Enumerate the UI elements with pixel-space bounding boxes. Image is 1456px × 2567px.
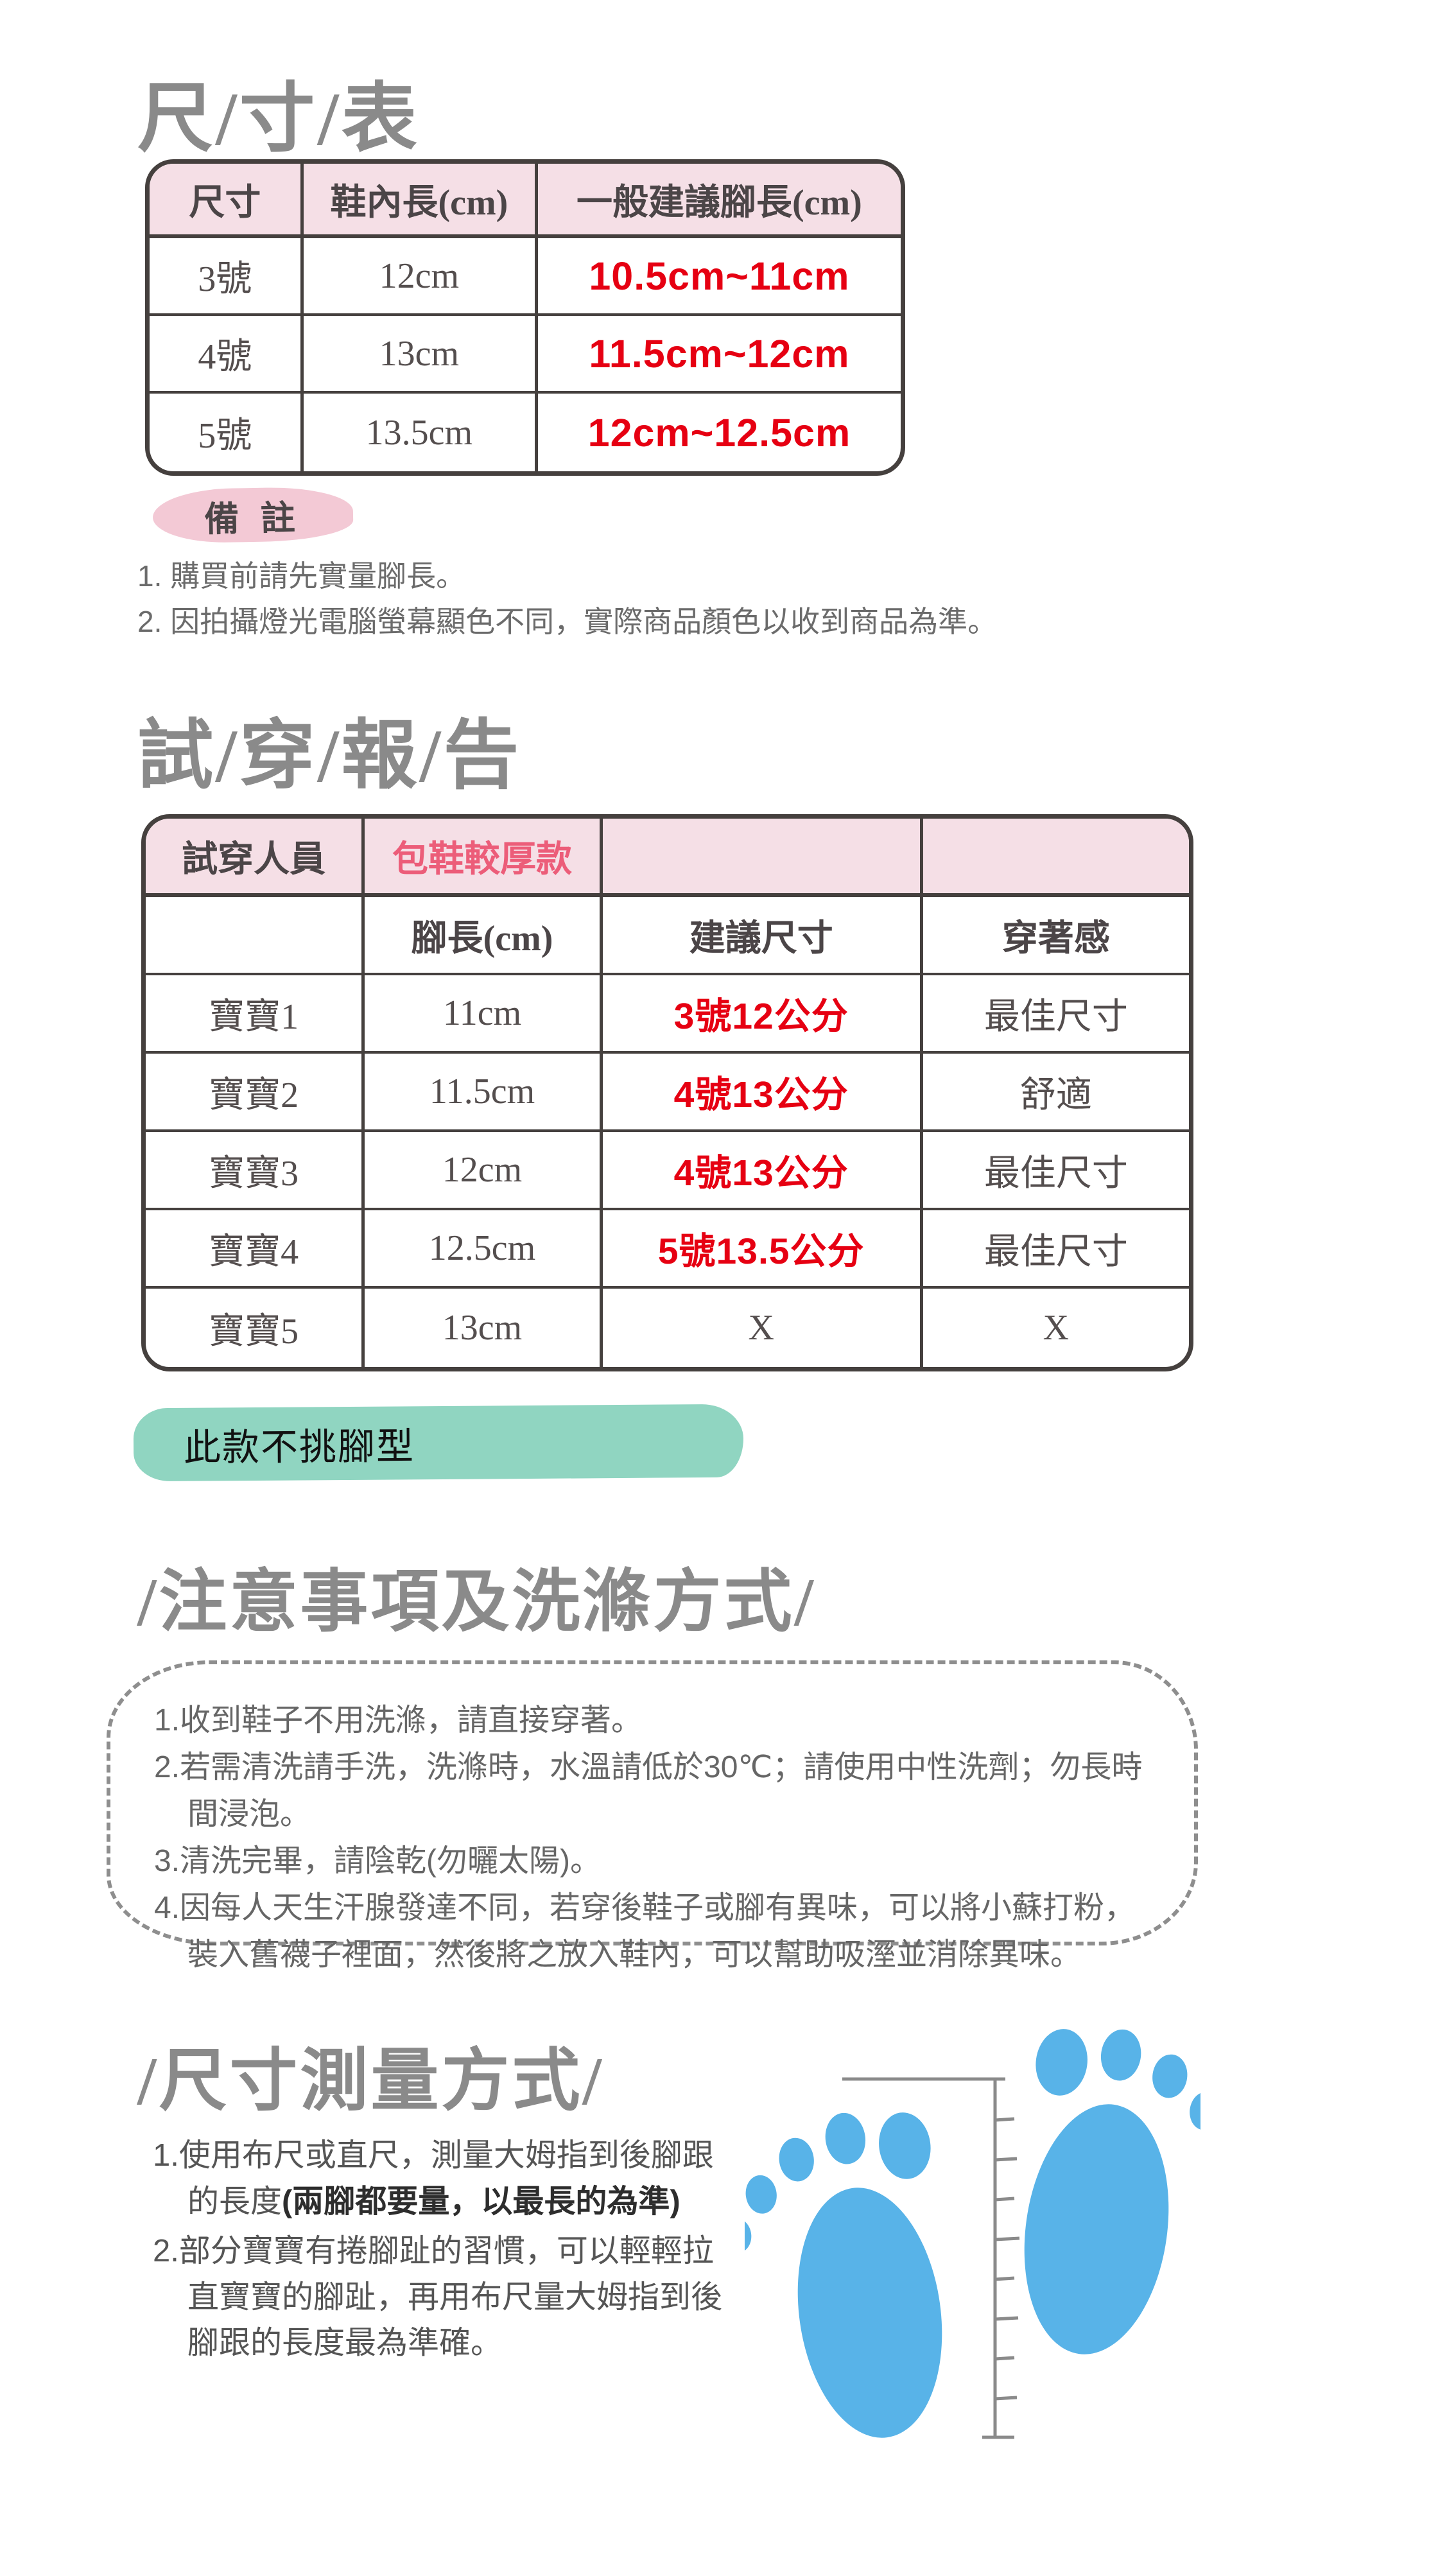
measure-section-title: /尺寸測量方式/ xyxy=(137,2044,604,2119)
measure-instruction-2: 2.部分寶寶有捲腳趾的習慣，可以輕輕拉直寶寶的腳趾，再用布尺量大姆指到後腳跟的長… xyxy=(153,2234,723,2361)
foot-length-cell: 12.5cm xyxy=(365,1210,603,1289)
inner-length-cell: 12cm xyxy=(303,238,538,316)
tester-cell: 寶寶2 xyxy=(146,1054,365,1132)
remark-note-2: 2. 因拍攝燈光電腦螢幕顯色不同，實際商品顏色以收到商品為準。 xyxy=(137,605,998,639)
fit-feel-cell: 最佳尺寸 xyxy=(923,1210,1189,1289)
measure-instruction-1-bold: (兩腳都要量，以最長的為準) xyxy=(282,2184,680,2219)
size-cell: 5號 xyxy=(150,394,304,471)
care-instruction-2: 2.若需清洗請手洗，洗滌時，水溫請低於30℃；請使用中性洗劑；勿長時間浸泡。 xyxy=(154,1750,1143,1831)
tester-col-header: 試穿人員 xyxy=(146,819,365,897)
remark-badge: 備 註 xyxy=(152,486,354,544)
style-header: 包鞋較厚款 xyxy=(365,819,603,897)
care-instruction-3: 3.清洗完畢，請陰乾(勿曬太陽)。 xyxy=(154,1843,602,1878)
foot-length-cell: 12cm~12.5cm xyxy=(587,410,851,455)
pink-header-spacer xyxy=(602,819,923,897)
suggested-size-cell: 4號13公分 xyxy=(602,1132,923,1210)
feet-ruler-icon xyxy=(723,2029,1244,2439)
suggested-size-cell: 4號13公分 xyxy=(602,1054,923,1132)
size-cell: 3號 xyxy=(150,238,304,316)
suggested-size-cell: X xyxy=(603,1289,923,1367)
baby-feet-illustration xyxy=(723,2023,1244,2466)
measure-instruction-1-text: 1.使用布尺或直尺，測量大姆指到後 xyxy=(153,2138,651,2173)
fit-feel-cell: X xyxy=(1043,1308,1070,1348)
measure-instruction-1: 1.使用布尺或直尺，測量大姆指到後腳跟的長度(兩腳都要量，以最長的為準) xyxy=(153,2133,737,2225)
size-cell: 4號 xyxy=(150,316,304,394)
inner-length-cell: 13.5cm xyxy=(304,394,538,471)
foot-length-col-header: 一般建議腳長(cm) xyxy=(537,164,901,238)
size-col-header: 尺寸 xyxy=(150,164,304,238)
suggested-size-cell: 5號13.5公分 xyxy=(602,1210,923,1289)
pink-header-spacer xyxy=(923,819,1189,897)
fit-feel-subheader: 穿著感 xyxy=(923,897,1189,975)
care-instruction-1: 1.收到鞋子不用洗滌，請直接穿著。 xyxy=(154,1703,643,1737)
left-footprint-icon xyxy=(723,2112,942,2438)
fit-feel-cell: 舒適 xyxy=(923,1054,1189,1132)
foot-length-cell: 11cm xyxy=(365,975,603,1054)
foot-length-cell: 13cm xyxy=(365,1289,603,1367)
fit-note-badge-label: 此款不挑腳型 xyxy=(183,1425,415,1469)
tester-cell: 寶寶5 xyxy=(146,1289,365,1367)
foot-length-subheader: 腳長(cm) xyxy=(365,897,603,975)
care-instructions-bubble: 1.收到鞋子不用洗滌，請直接穿著。 2.若需清洗請手洗，洗滌時，水溫請低於30℃… xyxy=(107,1660,1198,1972)
subheader-spacer xyxy=(146,897,365,975)
remark-notes: 1. 購買前請先實量腳長。 2. 因拍攝燈光電腦螢幕顯色不同，實際商品顏色以收到… xyxy=(137,553,1242,645)
fit-note-badge: 此款不挑腳型 xyxy=(133,1404,744,1482)
size-chart-title: 尺/寸/表 xyxy=(137,77,420,161)
fit-feel-cell: 最佳尺寸 xyxy=(923,975,1189,1054)
foot-length-cell: 12cm xyxy=(365,1132,603,1210)
tester-cell: 寶寶4 xyxy=(146,1210,365,1289)
measure-instructions: 1.使用布尺或直尺，測量大姆指到後腳跟的長度(兩腳都要量，以最長的為準) 2.部… xyxy=(153,2133,737,2371)
remark-note-1: 1. 購買前請先實量腳長。 xyxy=(137,559,466,593)
suggested-size-cell: 3號12公分 xyxy=(602,975,923,1054)
care-instruction-4: 4.因每人天生汗腺發達不同，若穿後鞋子或腳有異味，可以將小蘇打粉，裝入舊襪子裡面… xyxy=(154,1890,1136,1972)
inner-length-col-header: 鞋內長(cm) xyxy=(303,164,538,238)
inner-length-cell: 13cm xyxy=(303,316,538,394)
fit-feel-cell: 最佳尺寸 xyxy=(923,1132,1189,1210)
tester-cell: 寶寶1 xyxy=(146,975,365,1054)
care-section-title: /注意事項及洗滌方式/ xyxy=(137,1565,816,1640)
suggested-size-subheader: 建議尺寸 xyxy=(602,897,923,975)
foot-length-cell: 11.5cm xyxy=(365,1054,603,1132)
measure-instruction-1-text2: 腳跟的長度 xyxy=(187,2138,714,2219)
remark-badge-label: 備 註 xyxy=(204,498,302,539)
foot-length-cell: 10.5cm~11cm xyxy=(537,238,901,316)
foot-length-cell: 11.5cm~12cm xyxy=(537,316,901,394)
size-chart-table: 尺寸 鞋內長(cm) 一般建議腳長(cm) 3號 12cm 10.5cm~11c… xyxy=(145,159,905,476)
tester-cell: 寶寶3 xyxy=(146,1132,365,1210)
fitting-report-table: 試穿人員 包鞋較厚款 腳長(cm) 建議尺寸 穿著感 寶寶1 11cm 3號12… xyxy=(141,814,1193,1371)
ruler-icon xyxy=(842,2077,1020,2439)
right-footprint-icon xyxy=(1024,2029,1244,2354)
fitting-report-title: 試/穿/報/告 xyxy=(137,714,522,798)
